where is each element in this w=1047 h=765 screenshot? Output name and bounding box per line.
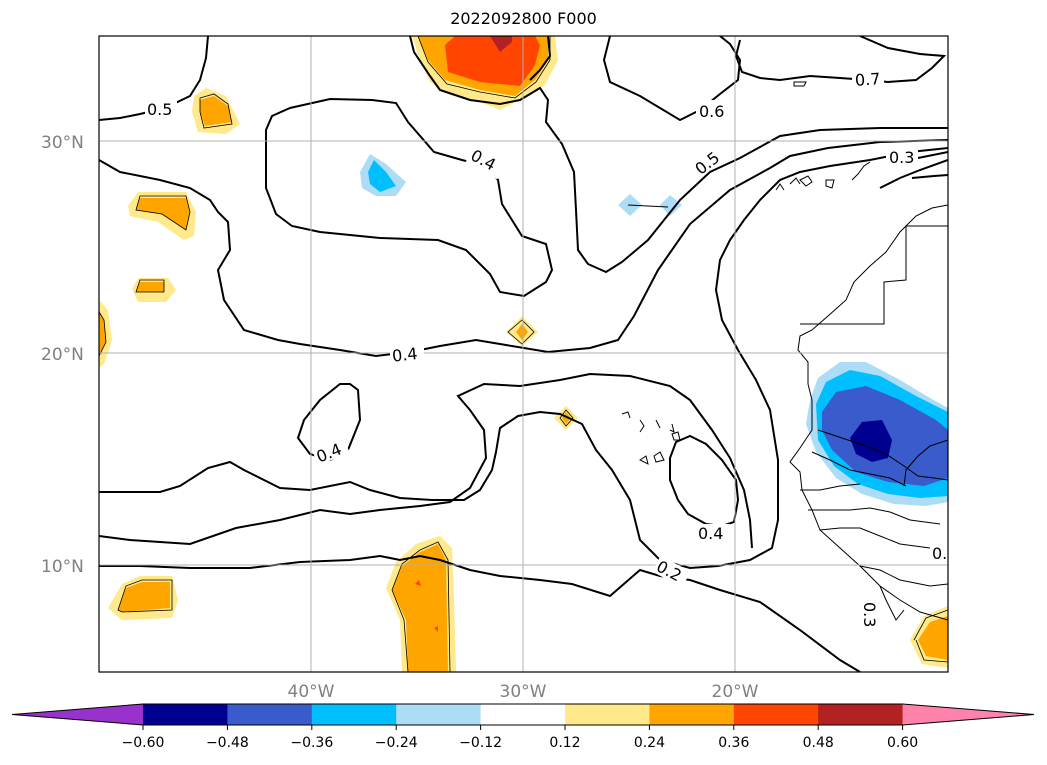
contour-label: 0.3 — [889, 148, 914, 167]
positive-anomaly-area — [918, 616, 948, 660]
contour-label-group: 0.5 0.4 0.6 0.7 0.5 0.3 0.4 0.4 0.4 0.2 … — [145, 69, 948, 627]
filled-contours — [99, 36, 948, 672]
positive-anomaly-area — [490, 36, 512, 52]
colorbar-bin — [733, 704, 819, 725]
positive-anomaly-area — [118, 582, 170, 612]
negative-anomaly-area — [660, 195, 682, 216]
colorbar-tick-label: 0.24 — [634, 735, 665, 751]
positive-anomaly-area — [392, 544, 448, 672]
colorbar-tick-label: −0.60 — [122, 735, 165, 751]
contour-label: 0.3 — [860, 602, 879, 627]
contour-label: 0.5 — [147, 100, 172, 119]
map-title: 2022092800 F000 — [450, 9, 597, 28]
colorbar-tick-label: −0.48 — [206, 735, 249, 751]
coastlines — [621, 81, 948, 621]
positive-anomaly-area — [434, 626, 438, 632]
anomaly-outlines — [99, 36, 948, 672]
contour-label: 0.4 — [391, 344, 418, 366]
colorbar-tick-label: −0.36 — [290, 735, 333, 751]
colorbar-bin — [649, 704, 735, 725]
colorbar-bin — [480, 704, 566, 725]
lat-label: 10°N — [41, 557, 84, 577]
colorbar-tick-label: 0.12 — [549, 735, 580, 751]
lon-label: 40°W — [288, 682, 335, 702]
colorbar-bin — [818, 704, 904, 725]
colorbar-tick-label: −0.24 — [375, 735, 418, 751]
colorbar-bin — [396, 704, 482, 725]
positive-anomaly-area — [136, 198, 190, 230]
colorbar-bin — [565, 704, 650, 725]
contour-label: 0.6 — [699, 102, 724, 121]
contour-label: 0. — [932, 544, 947, 563]
contour-label: 0.7 — [854, 69, 881, 90]
negative-anomaly-area — [850, 420, 892, 462]
colorbar-extend-min — [12, 704, 143, 725]
axis-labels: 30°N 20°N 10°N 40°W 30°W 20°W — [41, 133, 759, 702]
lat-label: 20°N — [41, 345, 84, 365]
colorbar-extend-max — [902, 704, 1034, 725]
positive-anomaly-area — [99, 310, 106, 356]
colorbar-tick-label: 0.36 — [718, 735, 749, 751]
colorbar-tick-label: −0.12 — [459, 735, 502, 751]
colorbar-bin — [143, 704, 228, 725]
negative-anomaly-area — [368, 160, 396, 192]
contour-lines — [99, 36, 948, 672]
positive-anomaly-area — [200, 96, 232, 126]
colorbar-tick-label: 0.60 — [887, 735, 918, 751]
lon-label: 20°W — [712, 682, 759, 702]
colorbar-bin — [311, 704, 397, 725]
positive-anomaly-area — [445, 36, 540, 86]
positive-anomaly-area — [516, 324, 528, 340]
map-frame — [98, 35, 949, 673]
contour-label: 0.4 — [698, 524, 723, 543]
colorbar-tick-label: 0.48 — [803, 735, 834, 751]
positive-anomaly-area — [415, 580, 421, 586]
colorbar: −0.60 −0.48 −0.36 −0.24 −0.12 0.12 0.24 0.36 0.4… — [11, 703, 1035, 751]
lon-label: 30°W — [500, 682, 547, 702]
colorbar-bin — [227, 704, 313, 725]
gridlines — [99, 36, 948, 672]
lat-label: 30°N — [41, 133, 84, 153]
positive-anomaly-area — [136, 282, 164, 292]
